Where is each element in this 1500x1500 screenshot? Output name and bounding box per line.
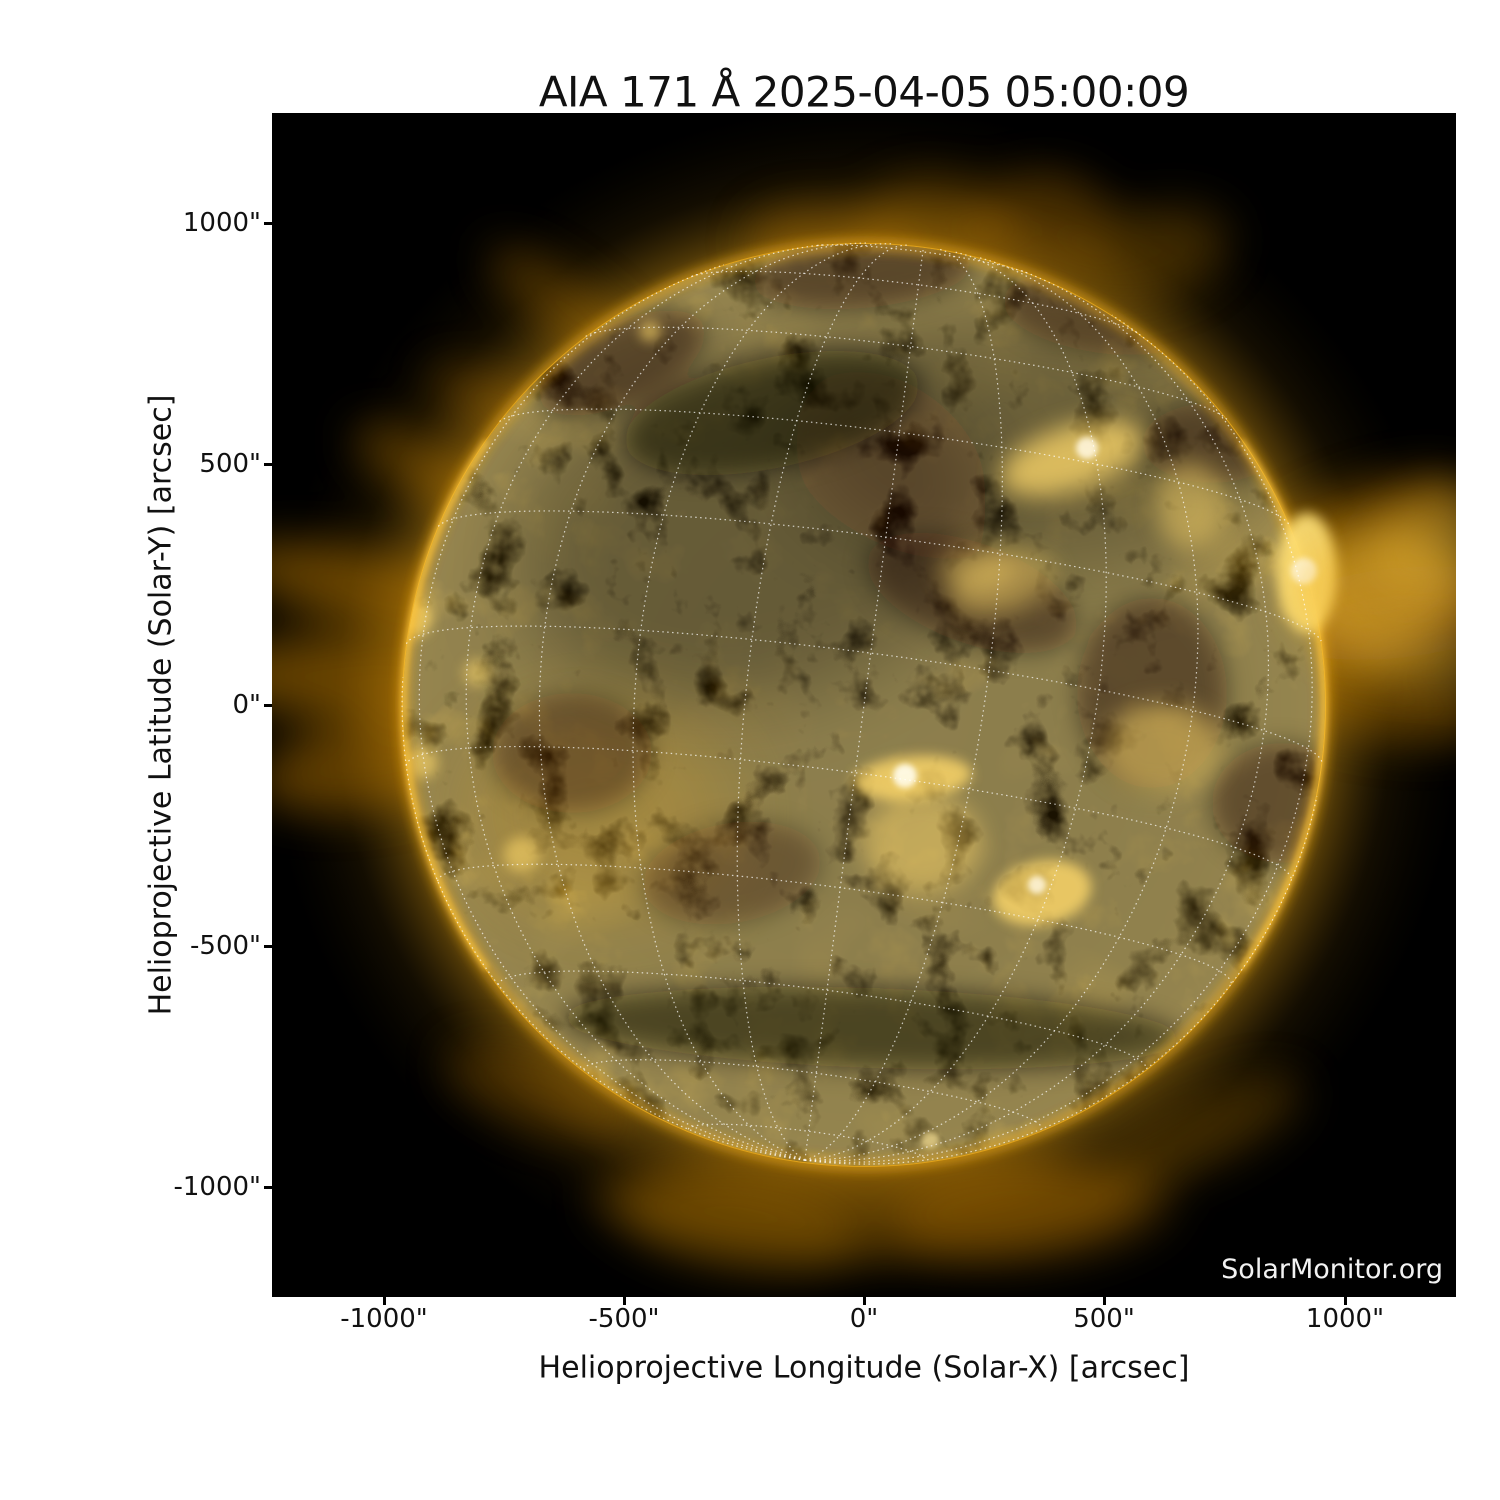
x-tick-label: -500" bbox=[588, 1304, 660, 1334]
plot-area bbox=[204, 105, 1500, 1305]
tick-mark bbox=[264, 704, 272, 707]
tick-mark bbox=[264, 1186, 272, 1189]
y-tick-label: -500" bbox=[190, 931, 261, 961]
tick-mark bbox=[264, 945, 272, 948]
x-tick-label: 0" bbox=[849, 1304, 879, 1334]
y-tick-label: 0" bbox=[232, 690, 261, 720]
heliographic-grid bbox=[401, 242, 1323, 1165]
tick-mark bbox=[264, 463, 272, 466]
tick-mark bbox=[623, 1297, 626, 1305]
figure-title: AIA 171 Å 2025-04-05 05:00:09 bbox=[538, 67, 1190, 117]
tick-mark bbox=[383, 1297, 386, 1305]
watermark: SolarMonitor.org bbox=[1221, 1254, 1443, 1285]
x-tick-label: 500" bbox=[1073, 1304, 1135, 1334]
sun-euv-image bbox=[204, 105, 1500, 1305]
y-tick-label: 500" bbox=[199, 449, 261, 479]
x-tick-label: -1000" bbox=[340, 1304, 428, 1334]
y-tick-label: 1000" bbox=[182, 208, 261, 238]
limb-bright-east bbox=[401, 439, 490, 971]
tick-mark bbox=[264, 222, 272, 225]
tick-mark bbox=[1344, 1297, 1347, 1305]
x-axis-label: Helioprojective Longitude (Solar-X) [arc… bbox=[538, 1350, 1190, 1386]
limb-bright-west bbox=[1238, 439, 1327, 971]
x-tick-label: 1000" bbox=[1305, 1304, 1385, 1334]
west-limb-active-region bbox=[1277, 492, 1500, 689]
y-tick-label: -1000" bbox=[173, 1172, 261, 1202]
tick-mark bbox=[863, 1297, 866, 1305]
y-axis-label: Helioprojective Latitude (Solar-Y) [arcs… bbox=[143, 394, 179, 1016]
tick-mark bbox=[1103, 1297, 1106, 1305]
active-regions bbox=[403, 320, 1225, 1149]
